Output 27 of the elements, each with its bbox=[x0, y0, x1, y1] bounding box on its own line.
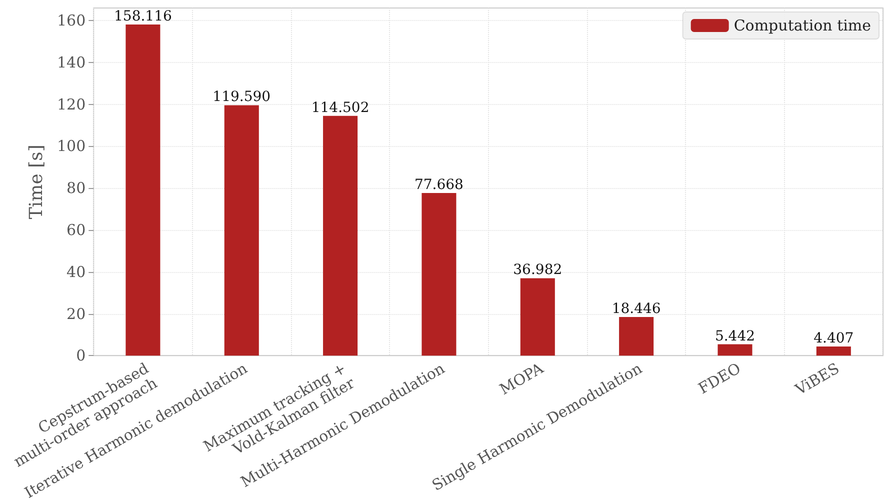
y-tick-label: 120 bbox=[56, 95, 86, 114]
y-axis-title: Time [s] bbox=[26, 144, 48, 220]
bar bbox=[816, 346, 851, 356]
y-tick-label: 100 bbox=[56, 137, 86, 156]
y-tick-label: 20 bbox=[66, 304, 86, 323]
y-tick-label: 80 bbox=[66, 179, 86, 198]
data-label: 119.590 bbox=[212, 89, 271, 106]
bar bbox=[718, 344, 752, 356]
legend-label: Computation time bbox=[734, 16, 872, 34]
data-label: 36.982 bbox=[513, 262, 562, 278]
data-label: 4.407 bbox=[814, 330, 854, 346]
bar bbox=[422, 193, 456, 356]
data-label: 114.502 bbox=[311, 100, 370, 116]
data-label: 77.668 bbox=[414, 177, 464, 193]
data-label: 5.442 bbox=[714, 328, 756, 344]
y-tick-label: 160 bbox=[56, 12, 86, 30]
y-tick-label: 60 bbox=[66, 221, 86, 240]
bar bbox=[126, 24, 160, 356]
bar bbox=[520, 278, 555, 356]
bar bbox=[224, 105, 259, 356]
y-tick-label: 0 bbox=[76, 346, 86, 365]
y-tick-label: 40 bbox=[66, 262, 86, 281]
data-label: 18.446 bbox=[612, 301, 661, 318]
y-tick-label: 140 bbox=[56, 53, 86, 72]
data-label: 158.116 bbox=[114, 8, 172, 25]
bar bbox=[619, 317, 654, 356]
bar bbox=[323, 116, 358, 356]
